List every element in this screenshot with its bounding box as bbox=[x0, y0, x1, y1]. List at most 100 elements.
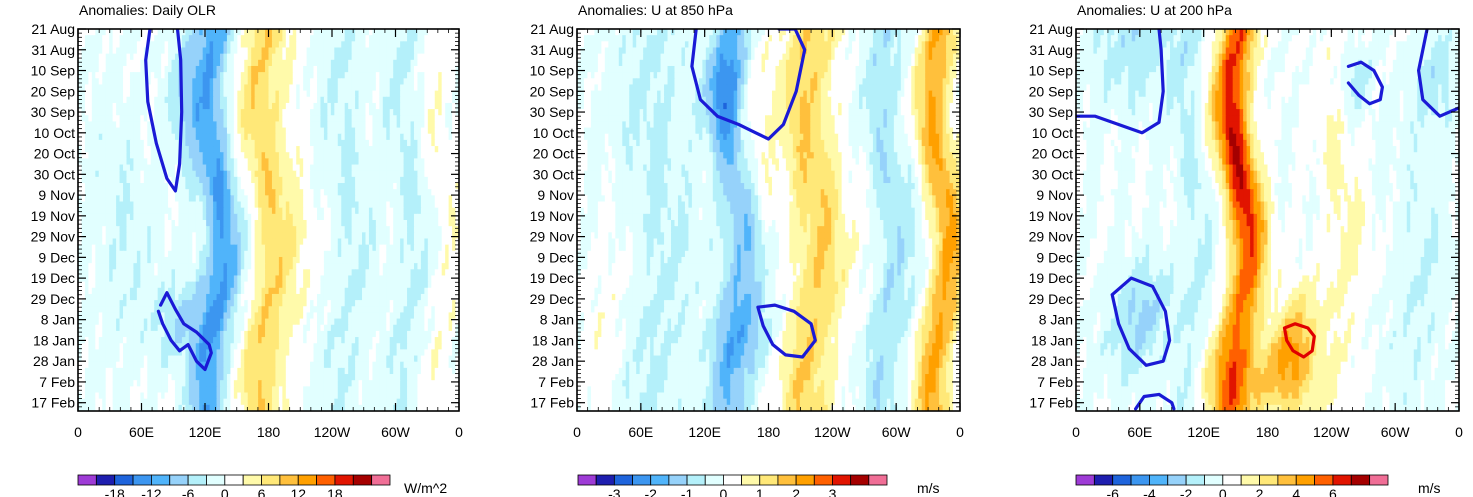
y-tick-label: 29 Nov bbox=[530, 229, 574, 245]
y-tick-label: 17 Feb bbox=[31, 395, 75, 411]
colorbar-box bbox=[741, 474, 761, 486]
colorbar-label: 0 bbox=[1219, 486, 1227, 497]
colorbar-box bbox=[723, 474, 742, 486]
colorbar-box bbox=[1314, 474, 1334, 486]
y-tick-label: 8 Jan bbox=[41, 312, 75, 328]
y-tick-label: 19 Nov bbox=[31, 208, 75, 224]
y-tick-label: 9 Nov bbox=[537, 187, 574, 203]
x-tick-label: 60W bbox=[1381, 424, 1411, 440]
colorbar: -6 -4 -2 0 2 4 6 m/s bbox=[1075, 474, 1441, 497]
colorbar-box bbox=[206, 474, 226, 486]
y-tick-label: 30 Oct bbox=[533, 166, 574, 182]
colorbar-box bbox=[224, 474, 244, 486]
colorbar-box bbox=[813, 474, 833, 486]
y-tick-label: 9 Nov bbox=[1036, 187, 1073, 203]
colorbar-box bbox=[1112, 474, 1132, 486]
y-tick-label: 31 Aug bbox=[31, 42, 75, 58]
colorbar-box bbox=[1167, 474, 1187, 486]
colorbar-label: -4 bbox=[1143, 486, 1156, 497]
y-tick-label: 29 Nov bbox=[1029, 229, 1073, 245]
colorbar-box bbox=[352, 474, 373, 486]
y-tick-label: 10 Oct bbox=[34, 125, 75, 141]
colorbar-box bbox=[868, 474, 888, 486]
colorbar-box bbox=[279, 474, 299, 486]
y-tick-label: 21 Aug bbox=[31, 21, 75, 37]
colorbar-box bbox=[1350, 474, 1371, 486]
y-tick-label: 28 Jan bbox=[532, 353, 574, 369]
y-tick-label: 19 Dec bbox=[530, 270, 574, 286]
y-tick-label: 28 Jan bbox=[1031, 353, 1073, 369]
colorbar-box bbox=[795, 474, 815, 486]
colorbar-label: -6 bbox=[182, 486, 195, 497]
colorbar-label: -18 bbox=[105, 486, 125, 497]
colorbar-box bbox=[686, 474, 706, 486]
y-tick-label: 21 Aug bbox=[1029, 21, 1073, 37]
colorbar-units: m/s bbox=[917, 480, 940, 496]
y-tick-label: 9 Dec bbox=[537, 249, 574, 265]
y-tick-label: 30 Sep bbox=[1029, 104, 1074, 120]
heatmap-field bbox=[1076, 29, 1459, 411]
colorbar-label: 2 bbox=[792, 486, 800, 497]
colorbar-label: 2 bbox=[1256, 486, 1264, 497]
y-tick-label: 7 Feb bbox=[1037, 374, 1073, 390]
x-tick-label: 180 bbox=[1256, 424, 1280, 440]
x-tick-label: 120E bbox=[688, 424, 721, 440]
y-tick-label: 28 Jan bbox=[33, 353, 75, 369]
colorbar-label: 6 bbox=[1329, 486, 1337, 497]
x-tick-label: 0 bbox=[573, 424, 581, 440]
colorbar-label: -12 bbox=[141, 486, 161, 497]
contour-line bbox=[144, 29, 184, 193]
x-tick-label: 180 bbox=[757, 424, 781, 440]
colorbar: -3 -2 -1 0 1 2 3 m/s bbox=[577, 474, 940, 497]
contour-line bbox=[756, 303, 817, 359]
y-tick-label: 9 Dec bbox=[1036, 249, 1073, 265]
y-tick-label: 20 Oct bbox=[1032, 146, 1073, 162]
x-tick-label: 60W bbox=[882, 424, 912, 440]
colorbar-box bbox=[169, 474, 189, 486]
colorbar-box bbox=[650, 474, 670, 486]
x-tick-label: 120W bbox=[314, 424, 351, 440]
colorbar-label: -6 bbox=[1106, 486, 1119, 497]
colorbar-box bbox=[261, 474, 281, 486]
y-tick-label: 18 Jan bbox=[33, 332, 75, 348]
y-tick-label: 19 Nov bbox=[1029, 208, 1073, 224]
x-tick-label: 60E bbox=[628, 424, 653, 440]
colorbar-label: -2 bbox=[1180, 486, 1193, 497]
colorbar-label: 12 bbox=[290, 486, 306, 497]
x-tick-label: 120W bbox=[814, 424, 851, 440]
x-tick-label: 0 bbox=[74, 424, 82, 440]
colorbar-box bbox=[1240, 474, 1260, 486]
heatmap-field bbox=[577, 29, 960, 411]
colorbar-box bbox=[151, 474, 171, 486]
contour-line bbox=[156, 291, 213, 372]
contour-line bbox=[1110, 276, 1172, 367]
colorbar-box bbox=[1204, 474, 1224, 486]
colorbar-box bbox=[1093, 474, 1114, 486]
colorbar-box bbox=[77, 474, 97, 486]
contour-line bbox=[1417, 29, 1459, 118]
colorbar-box bbox=[114, 474, 134, 486]
x-tick-label: 60W bbox=[381, 424, 411, 440]
y-tick-label: 30 Oct bbox=[34, 166, 75, 182]
panel-title: Anomalies: Daily OLR bbox=[79, 2, 216, 18]
colorbar-box bbox=[668, 474, 688, 486]
contour-line bbox=[1076, 29, 1165, 135]
colorbar-box bbox=[1259, 474, 1279, 486]
y-tick-label: 20 Sep bbox=[31, 83, 76, 99]
y-tick-label: 31 Aug bbox=[530, 42, 574, 58]
contour-line bbox=[1346, 60, 1384, 106]
x-tick-label: 120E bbox=[1187, 424, 1220, 440]
colorbar-box bbox=[334, 474, 354, 486]
colorbar-box bbox=[613, 474, 633, 486]
y-tick-label: 19 Dec bbox=[1029, 270, 1073, 286]
y-tick-label: 7 Feb bbox=[538, 374, 574, 390]
y-tick-label: 10 Sep bbox=[31, 63, 76, 79]
colorbar-label: 1 bbox=[756, 486, 764, 497]
y-tick-label: 8 Jan bbox=[540, 312, 574, 328]
colorbar-box bbox=[1130, 474, 1150, 486]
y-tick-label: 20 Oct bbox=[533, 146, 574, 162]
heatmap-field bbox=[78, 29, 459, 411]
y-tick-label: 9 Nov bbox=[38, 187, 75, 203]
colorbar-box bbox=[1332, 474, 1352, 486]
contour-line bbox=[690, 29, 807, 141]
